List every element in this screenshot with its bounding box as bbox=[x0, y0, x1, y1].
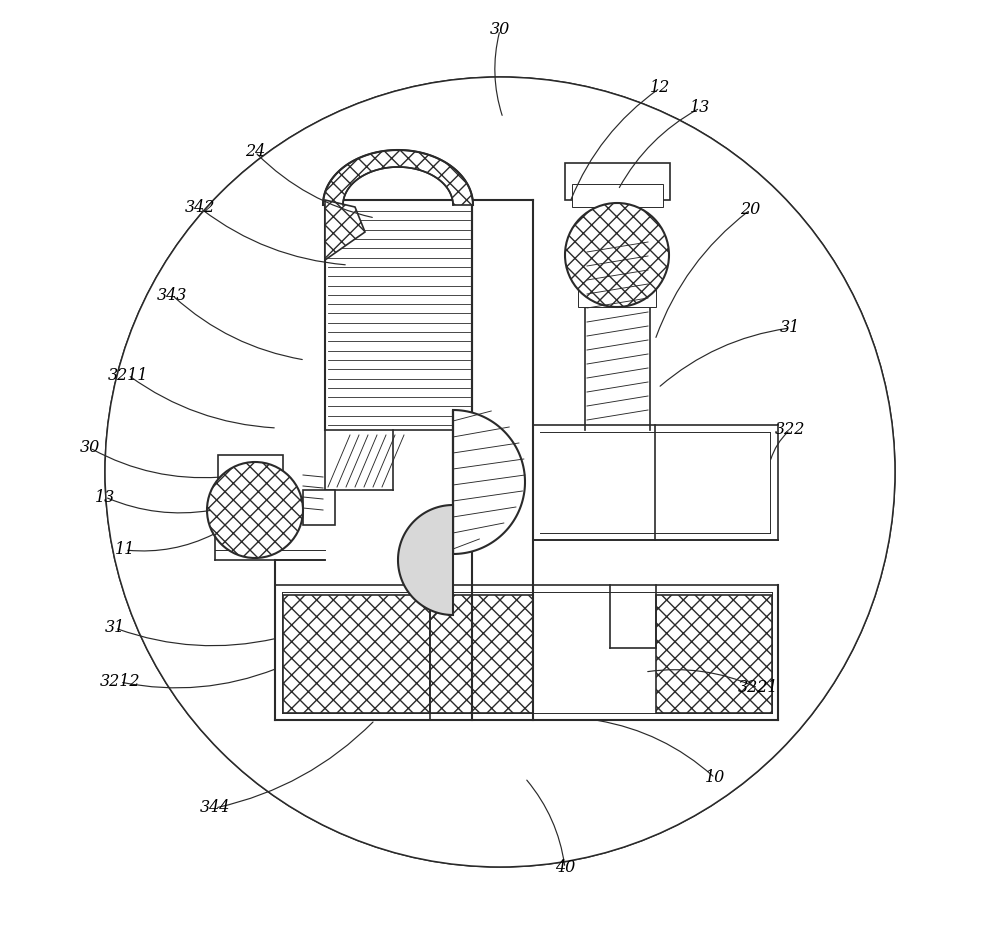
Bar bbox=[303, 490, 335, 525]
Text: 322: 322 bbox=[775, 422, 805, 439]
Text: 3211: 3211 bbox=[108, 366, 148, 383]
Text: 24: 24 bbox=[245, 143, 265, 160]
Bar bbox=[225, 475, 276, 505]
Polygon shape bbox=[453, 410, 525, 554]
Text: 343: 343 bbox=[157, 286, 187, 304]
Bar bbox=[283, 595, 430, 713]
Bar bbox=[572, 184, 663, 207]
Text: 3221: 3221 bbox=[738, 680, 778, 697]
Text: 13: 13 bbox=[95, 488, 115, 505]
Text: 30: 30 bbox=[490, 22, 510, 39]
Text: 40: 40 bbox=[555, 859, 575, 876]
Polygon shape bbox=[398, 505, 453, 615]
Text: 344: 344 bbox=[200, 800, 230, 817]
Polygon shape bbox=[323, 150, 473, 205]
Text: 10: 10 bbox=[705, 769, 725, 786]
Polygon shape bbox=[325, 200, 365, 260]
Text: 20: 20 bbox=[740, 201, 760, 218]
Text: 30: 30 bbox=[80, 440, 100, 457]
Bar bbox=[565, 163, 670, 200]
Bar bbox=[327, 432, 393, 490]
Text: 11: 11 bbox=[115, 542, 135, 559]
Bar bbox=[327, 206, 470, 430]
Bar bbox=[656, 595, 772, 713]
Bar bbox=[218, 455, 283, 498]
Polygon shape bbox=[430, 595, 533, 713]
Text: 3212: 3212 bbox=[100, 673, 140, 690]
Circle shape bbox=[565, 203, 669, 307]
Circle shape bbox=[105, 77, 895, 867]
Text: 342: 342 bbox=[185, 199, 215, 216]
Text: 31: 31 bbox=[780, 319, 800, 336]
Circle shape bbox=[207, 462, 303, 558]
Text: 13: 13 bbox=[690, 99, 710, 116]
Text: 12: 12 bbox=[650, 79, 670, 96]
Text: 31: 31 bbox=[105, 619, 125, 636]
Bar bbox=[578, 267, 656, 307]
